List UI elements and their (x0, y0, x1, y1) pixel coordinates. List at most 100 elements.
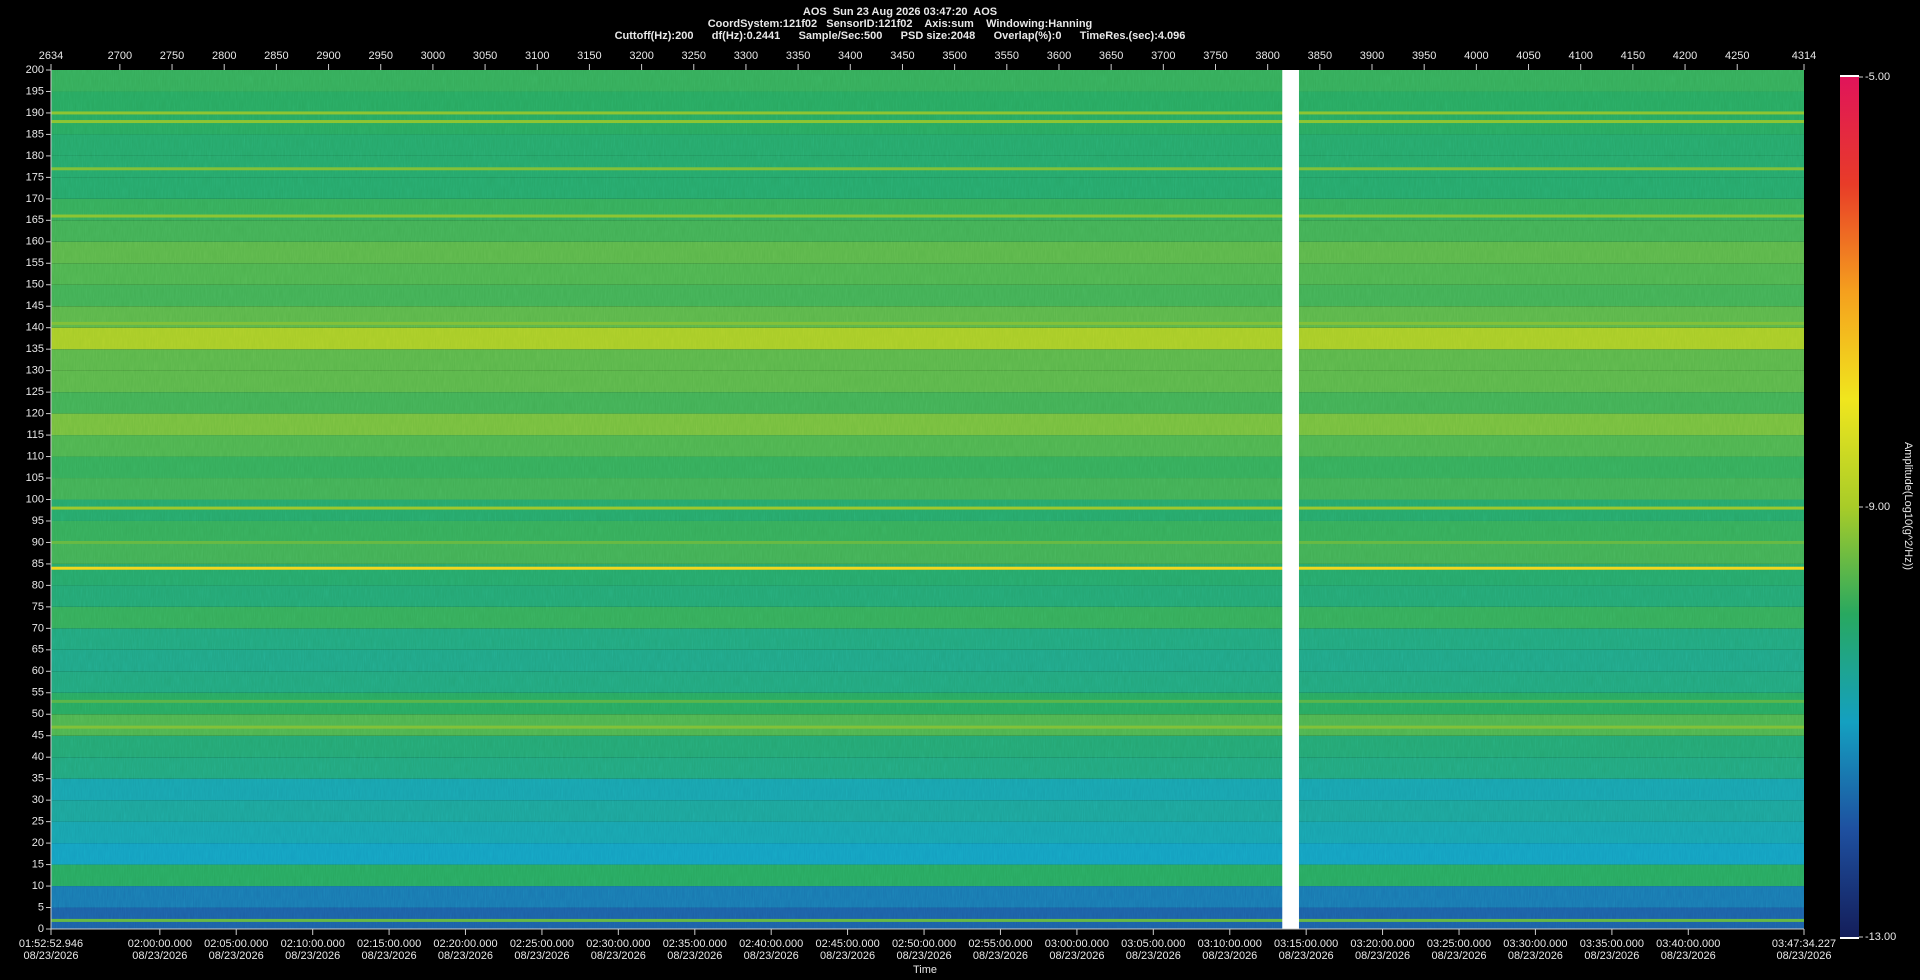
y-tick-label: 180 (26, 150, 44, 162)
x-tick-label: 2700 (108, 50, 132, 62)
colorbar-cap (1840, 75, 1859, 77)
time-tick-label: 02:20:00.000 (433, 938, 497, 950)
time-tick-date: 08/23/2026 (667, 950, 722, 962)
x-tick-label: 2900 (316, 50, 340, 62)
time-tick-date: 08/23/2026 (23, 950, 78, 962)
time-tick-label: 02:50:00.000 (892, 938, 956, 950)
time-tick-date: 08/23/2026 (438, 950, 493, 962)
time-tick-label: 02:30:00.000 (586, 938, 650, 950)
y-tick-label: 185 (26, 128, 44, 140)
y-tick-label: 5 (38, 901, 44, 913)
x-tick-label: 4150 (1621, 50, 1645, 62)
y-tick-label: 40 (32, 751, 44, 763)
y-tick-label: 115 (26, 429, 44, 441)
x-tick-label: 3750 (1203, 50, 1227, 62)
x-tick-label: 3200 (629, 50, 653, 62)
x-tick-label: 3650 (1099, 50, 1123, 62)
time-tick-date: 08/23/2026 (209, 950, 264, 962)
tonal-line (51, 321, 1804, 325)
x-tick-label: 3150 (577, 50, 601, 62)
y-tick-label: 130 (26, 365, 44, 377)
time-tick-date: 08/23/2026 (1279, 950, 1334, 962)
x-axis-label: Time (913, 964, 937, 976)
x-tick-label: 3850 (1308, 50, 1332, 62)
y-tick-label: 190 (26, 107, 44, 119)
header-line: AOS Sun 23 Aug 2026 03:47:20 AOS (803, 6, 997, 18)
x-tick-label: 3600 (1047, 50, 1071, 62)
tonal-line (51, 167, 1804, 171)
y-tick-label: 70 (32, 622, 44, 634)
x-tick-label: 3100 (525, 50, 549, 62)
y-tick-label: 195 (26, 85, 44, 97)
time-tick-date: 08/23/2026 (514, 950, 569, 962)
x-tick-label: 3800 (1255, 50, 1279, 62)
header-line: CoordSystem:121f02 SensorID:121f02 Axis:… (708, 18, 1093, 30)
tonal-line (51, 918, 1804, 922)
time-tick-label: 03:35:00.000 (1580, 938, 1644, 950)
colorbar-tick-label: -5.00 (1865, 71, 1890, 83)
time-tick-date: 08/23/2026 (744, 950, 799, 962)
y-tick-label: 110 (26, 450, 44, 462)
x-tick-label: 3450 (890, 50, 914, 62)
time-tick-label: 02:40:00.000 (739, 938, 803, 950)
y-tick-label: 145 (26, 300, 44, 312)
time-tick-label: 02:10:00.000 (281, 938, 345, 950)
y-tick-label: 125 (26, 386, 44, 398)
time-tick-date: 08/23/2026 (1508, 950, 1563, 962)
tonal-line (51, 566, 1804, 570)
time-tick-label: 02:35:00.000 (663, 938, 727, 950)
tonal-line (51, 725, 1804, 729)
x-tick-label: 3050 (473, 50, 497, 62)
y-tick-label: 60 (32, 665, 44, 677)
y-tick-label: 155 (26, 257, 44, 269)
y-tick-label: 50 (32, 708, 44, 720)
time-tick-label: 03:47:34.227 (1772, 938, 1836, 950)
x-tick-label: 4100 (1568, 50, 1592, 62)
y-tick-label: 85 (32, 558, 44, 570)
time-tick-date: 08/23/2026 (285, 950, 340, 962)
x-tick-label: 3500 (942, 50, 966, 62)
time-tick-label: 02:05:00.000 (204, 938, 268, 950)
y-tick-label: 105 (26, 472, 44, 484)
time-tick-date: 08/23/2026 (1126, 950, 1181, 962)
y-tick-label: 80 (32, 579, 44, 591)
y-tick-label: 15 (32, 858, 44, 870)
y-tick-label: 45 (32, 730, 44, 742)
x-tick-label: 3550 (995, 50, 1019, 62)
x-tick-label: 3300 (734, 50, 758, 62)
x-tick-label: 4200 (1673, 50, 1697, 62)
y-tick-label: 160 (26, 236, 44, 248)
x-tick-label: 4314 (1792, 50, 1816, 62)
tonal-line (51, 111, 1804, 115)
time-tick-label: 03:05:00.000 (1121, 938, 1185, 950)
y-tick-label: 0 (38, 923, 44, 935)
time-tick-date: 08/23/2026 (132, 950, 187, 962)
x-tick-label: 3350 (786, 50, 810, 62)
time-tick-date: 08/23/2026 (1202, 950, 1257, 962)
y-tick-label: 140 (26, 322, 44, 334)
time-tick-date: 08/23/2026 (973, 950, 1028, 962)
y-tick-label: 90 (32, 536, 44, 548)
texture (51, 70, 1804, 929)
time-tick-date: 08/23/2026 (1776, 950, 1831, 962)
time-tick-label: 02:00:00.000 (128, 938, 192, 950)
y-tick-label: 200 (26, 64, 44, 76)
tonal-line (51, 540, 1804, 544)
y-tick-label: 135 (26, 343, 44, 355)
y-tick-label: 165 (26, 214, 44, 226)
x-tick-label: 2850 (264, 50, 288, 62)
y-tick-label: 35 (32, 773, 44, 785)
header-line: Cuttoff(Hz):200 df(Hz):0.2441 Sample/Sec… (615, 30, 1186, 42)
time-tick-label: 02:55:00.000 (968, 938, 1032, 950)
x-tick-label: 2950 (368, 50, 392, 62)
data-gap (1282, 70, 1299, 929)
time-tick-date: 08/23/2026 (362, 950, 417, 962)
y-tick-label: 150 (26, 279, 44, 291)
time-tick-date: 08/23/2026 (1355, 950, 1410, 962)
time-tick-label: 02:25:00.000 (510, 938, 574, 950)
y-tick-label: 120 (26, 408, 44, 420)
x-tick-label: 4050 (1516, 50, 1540, 62)
time-tick-label: 03:10:00.000 (1198, 938, 1262, 950)
y-tick-label: 170 (26, 193, 44, 205)
